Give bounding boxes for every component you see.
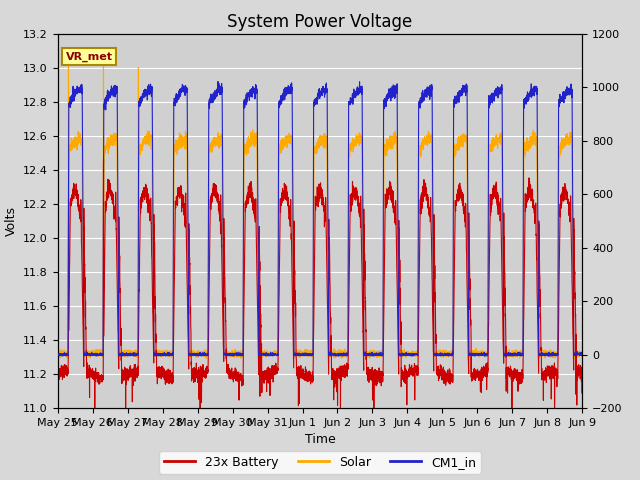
X-axis label: Time: Time	[305, 433, 335, 446]
Legend: 23x Battery, Solar, CM1_in: 23x Battery, Solar, CM1_in	[159, 451, 481, 474]
Text: VR_met: VR_met	[65, 52, 113, 62]
Title: System Power Voltage: System Power Voltage	[227, 12, 413, 31]
Y-axis label: Volts: Volts	[4, 206, 17, 236]
